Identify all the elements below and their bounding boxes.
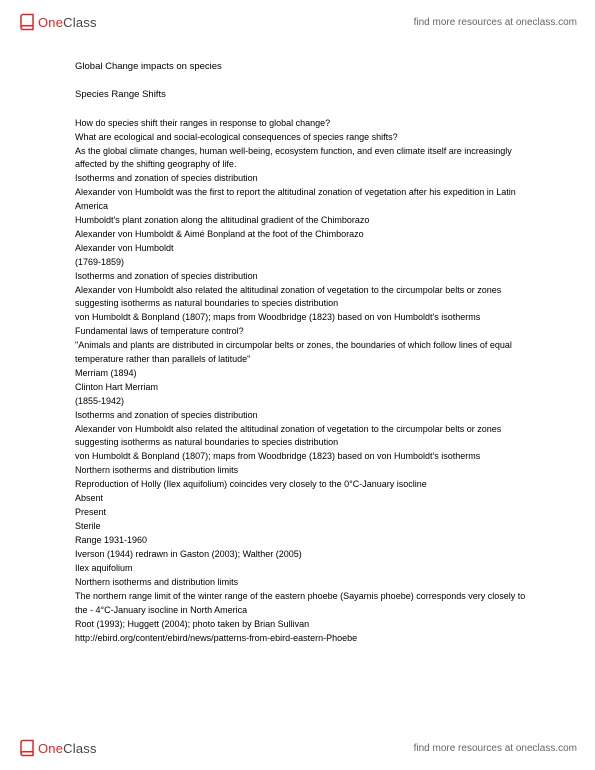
body-line: Sterile xyxy=(75,520,530,534)
body-line: Range 1931-1960 xyxy=(75,534,530,548)
logo-one: One xyxy=(38,741,63,756)
logo-text: OneClass xyxy=(38,741,97,756)
body-line: Alexander von Humboldt xyxy=(75,242,530,256)
brand-logo: OneClass xyxy=(18,13,97,31)
body-line: As the global climate changes, human wel… xyxy=(75,145,530,172)
body-line: Isotherms and zonation of species distri… xyxy=(75,409,530,423)
body-line: "Animals and plants are distributed in c… xyxy=(75,339,530,366)
body-line: Present xyxy=(75,506,530,520)
body-line: Alexander von Humboldt also related the … xyxy=(75,284,530,311)
body-line: The northern range limit of the winter r… xyxy=(75,590,530,617)
logo-class: Class xyxy=(63,15,97,30)
brand-logo-footer: OneClass xyxy=(18,739,97,757)
body-line: Isotherms and zonation of species distri… xyxy=(75,172,530,186)
body-line: Merriam (1894) xyxy=(75,367,530,381)
body-line: von Humboldt & Bonpland (1807); maps fro… xyxy=(75,450,530,464)
body-line: (1769-1859) xyxy=(75,256,530,270)
body-line: Alexander von Humboldt also related the … xyxy=(75,423,530,450)
logo-class: Class xyxy=(63,741,97,756)
body-line: Iverson (1944) redrawn in Gaston (2003);… xyxy=(75,548,530,562)
body-line: http://ebird.org/content/ebird/news/patt… xyxy=(75,632,530,646)
page-header: OneClass find more resources at oneclass… xyxy=(0,8,595,36)
body-line: What are ecological and social-ecologica… xyxy=(75,131,530,145)
body-line: Clinton Hart Merriam xyxy=(75,381,530,395)
body-line: (1855-1942) xyxy=(75,395,530,409)
body-line: Reproduction of Holly (Ilex aquifolium) … xyxy=(75,478,530,492)
body-line: Isotherms and zonation of species distri… xyxy=(75,270,530,284)
logo-icon xyxy=(18,13,36,31)
logo-one: One xyxy=(38,15,63,30)
body-line: Northern isotherms and distribution limi… xyxy=(75,464,530,478)
doc-subtitle: Species Range Shifts xyxy=(75,88,530,102)
body-line: How do species shift their ranges in res… xyxy=(75,117,530,131)
body-line: Northern isotherms and distribution limi… xyxy=(75,576,530,590)
body-line: Alexander von Humboldt & Aimé Bonpland a… xyxy=(75,228,530,242)
logo-text: OneClass xyxy=(38,15,97,30)
footer-tagline: find more resources at oneclass.com xyxy=(414,743,577,754)
body-line: Fundamental laws of temperature control? xyxy=(75,325,530,339)
page-footer: OneClass find more resources at oneclass… xyxy=(0,734,595,762)
body-line: Root (1993); Huggett (2004); photo taken… xyxy=(75,618,530,632)
body-line: Absent xyxy=(75,492,530,506)
logo-icon xyxy=(18,739,36,757)
document-content: Global Change impacts on species Species… xyxy=(75,60,530,646)
doc-title: Global Change impacts on species xyxy=(75,60,530,74)
body-line: Alexander von Humboldt was the first to … xyxy=(75,186,530,213)
body-line: Ilex aquifolium xyxy=(75,562,530,576)
header-tagline: find more resources at oneclass.com xyxy=(414,17,577,28)
body-line: Humboldt's plant zonation along the alti… xyxy=(75,214,530,228)
body-line: von Humboldt & Bonpland (1807); maps fro… xyxy=(75,311,530,325)
